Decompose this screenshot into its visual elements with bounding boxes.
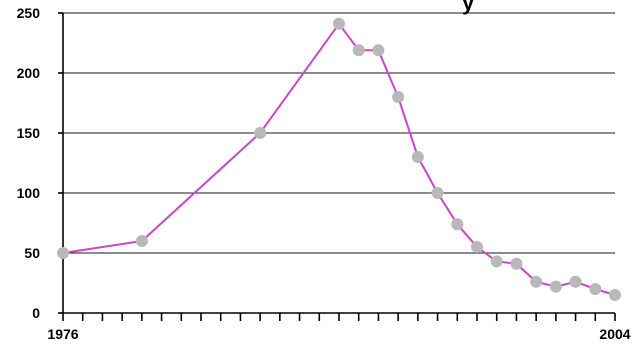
data-point xyxy=(530,275,543,288)
data-point xyxy=(510,257,523,270)
data-point xyxy=(57,247,69,259)
x-tick-label: 1976 xyxy=(47,326,78,342)
data-point xyxy=(254,127,267,139)
x-tick-label: 2004 xyxy=(599,326,630,342)
x-ticks: 1976 2004 xyxy=(47,313,631,342)
y-tick-label: 100 xyxy=(17,185,41,201)
y-tick-label: 50 xyxy=(24,245,40,261)
data-point xyxy=(451,218,464,231)
series-line xyxy=(62,22,616,296)
y-tick-labels: 0 50 100 150 200 250 xyxy=(17,5,41,321)
data-point xyxy=(471,241,483,253)
data-point xyxy=(431,187,444,199)
y-tick-label: 250 xyxy=(17,5,41,21)
title-fragment: y xyxy=(462,0,475,15)
y-tick-label: 150 xyxy=(17,125,41,141)
data-point xyxy=(609,289,621,301)
series xyxy=(57,17,621,301)
y-tick-label: 200 xyxy=(17,65,41,81)
data-point xyxy=(392,91,405,103)
data-point xyxy=(490,255,503,268)
data-point xyxy=(352,44,365,57)
data-point xyxy=(549,280,562,293)
data-point xyxy=(589,283,602,295)
data-point xyxy=(135,235,148,247)
data-point xyxy=(372,44,385,57)
data-point xyxy=(333,17,345,30)
data-point xyxy=(411,151,424,163)
data-point xyxy=(569,275,582,288)
axes xyxy=(58,12,615,314)
y-tick-label: 0 xyxy=(32,305,40,321)
gridlines xyxy=(63,12,615,254)
